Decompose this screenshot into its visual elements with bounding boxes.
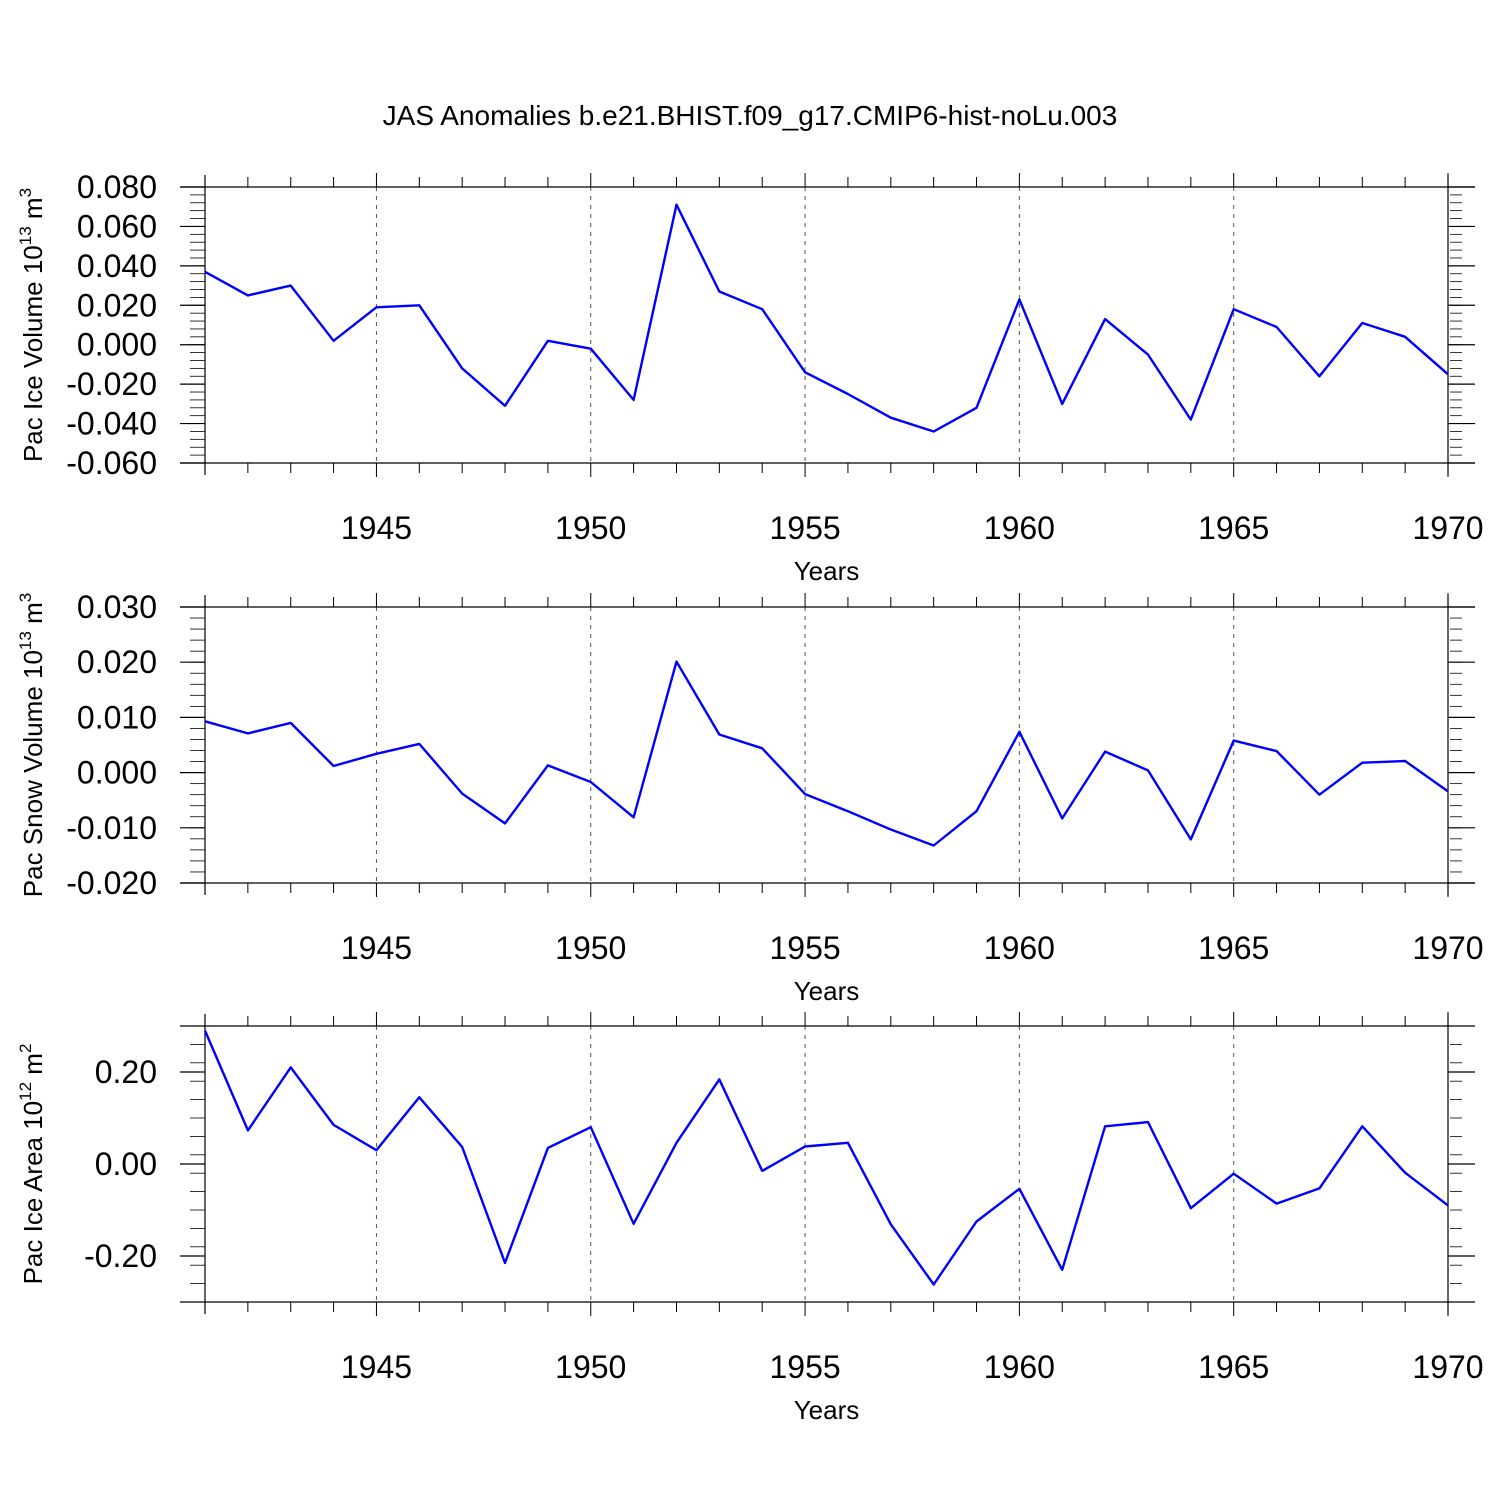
xtick-label: 1970 bbox=[1412, 930, 1483, 966]
xtick-label: 1950 bbox=[555, 510, 626, 546]
panel-3: -0.20 0.00 0.20 1945 1950 1955 1960 1965 1970 Yea… bbox=[16, 1012, 1484, 1425]
ytick-label: -0.020 bbox=[66, 366, 157, 402]
ytick-label: 0.020 bbox=[77, 287, 157, 323]
xtick-label: 1970 bbox=[1412, 1349, 1483, 1385]
xtick-label: 1945 bbox=[341, 1349, 412, 1385]
xtick-label: 1955 bbox=[769, 930, 840, 966]
ytick-label: 0.000 bbox=[77, 755, 157, 791]
ytick-label: 0.00 bbox=[95, 1146, 157, 1182]
xtick-label: 1955 bbox=[769, 1349, 840, 1385]
ytick-label: 0.030 bbox=[77, 589, 157, 625]
xtick-label: 1960 bbox=[984, 510, 1055, 546]
ytick-label: -0.20 bbox=[84, 1238, 157, 1274]
ytick-label: 0.010 bbox=[77, 699, 157, 735]
xtick-label: 1950 bbox=[555, 930, 626, 966]
series-line-1 bbox=[203, 1030, 1449, 1286]
xtick-label: 1965 bbox=[1198, 510, 1269, 546]
ytick-label: 0.020 bbox=[77, 644, 157, 680]
xtick-label: 1945 bbox=[341, 510, 412, 546]
series-line-1 bbox=[204, 660, 1449, 847]
x-axis-label: Years bbox=[794, 556, 860, 586]
ytick-label: -0.010 bbox=[66, 810, 157, 846]
y-axis-label: Pac Ice Area 1012 m2 bbox=[16, 1044, 48, 1285]
series-line-1 bbox=[204, 203, 1449, 433]
ytick-label: 0.060 bbox=[77, 208, 157, 244]
ytick-label: -0.020 bbox=[66, 865, 157, 901]
ytick-label: 0.20 bbox=[95, 1054, 157, 1090]
y-axis-label: Pac Snow Volume 1013 m3 bbox=[16, 593, 48, 897]
ytick-label: 0.080 bbox=[77, 169, 157, 205]
xtick-label: 1960 bbox=[984, 1349, 1055, 1385]
x-axis-label: Years bbox=[794, 1395, 860, 1425]
xtick-label: 1950 bbox=[555, 1349, 626, 1385]
x-axis-label: Years bbox=[794, 976, 860, 1006]
xtick-label: 1970 bbox=[1412, 510, 1483, 546]
ytick-label: -0.060 bbox=[66, 445, 157, 481]
ytick-label: 0.000 bbox=[77, 327, 157, 363]
y-axis-label: Pac Ice Volume 1013 m3 bbox=[16, 188, 48, 462]
xtick-label: 1965 bbox=[1198, 930, 1269, 966]
panel-2: -0.020 -0.010 0.000 0.010 0.020 0.030 1945 1950… bbox=[16, 589, 1484, 1006]
xtick-label: 1945 bbox=[341, 930, 412, 966]
ytick-label: -0.040 bbox=[66, 406, 157, 442]
xtick-label: 1960 bbox=[984, 930, 1055, 966]
xtick-label: 1965 bbox=[1198, 1349, 1269, 1385]
chart-title: JAS Anomalies b.e21.BHIST.f09_g17.CMIP6-… bbox=[383, 100, 1118, 131]
ytick-label: 0.040 bbox=[77, 248, 157, 284]
xtick-label: 1955 bbox=[769, 510, 840, 546]
panels: -0.060-0.040-0.0200.0000.0200.0400.0600.… bbox=[16, 169, 1484, 1425]
